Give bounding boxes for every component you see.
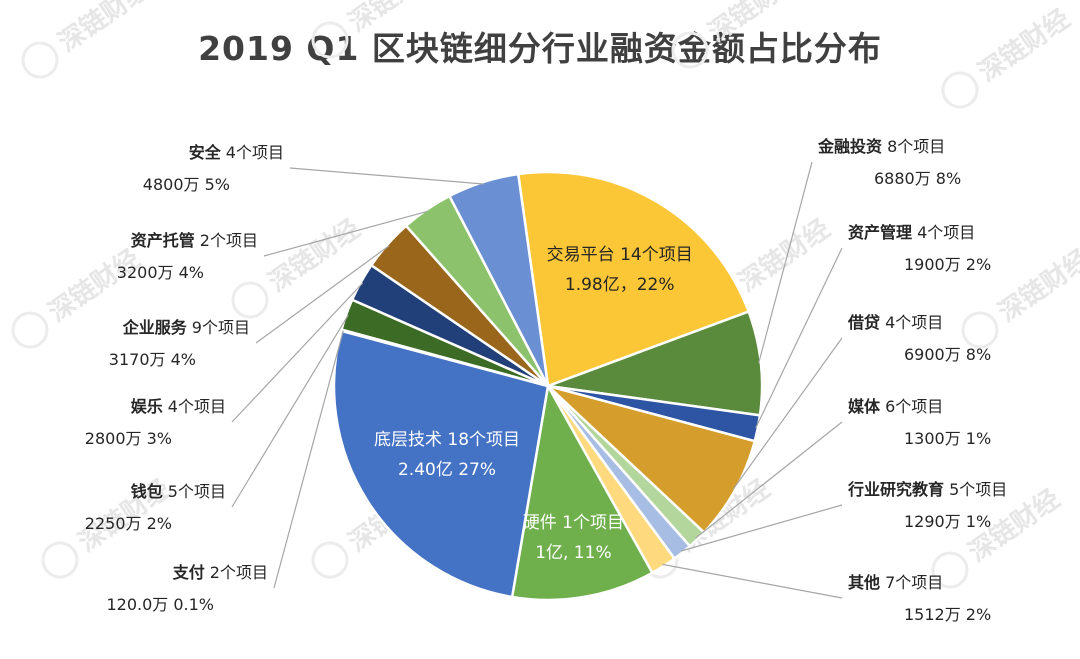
leader-line bbox=[732, 337, 843, 490]
watermark-text: 深链财经 bbox=[343, 0, 446, 38]
watermark-logo-icon bbox=[311, 21, 349, 59]
slice-label-name: 资产托管 2个项目 bbox=[131, 231, 258, 250]
slice-label-name: 交易平台 14个项目 bbox=[547, 245, 693, 265]
slice-label-value: 1290万 1% bbox=[904, 512, 991, 531]
slice-label-value: 2800万 3% bbox=[85, 429, 172, 448]
slice-label-name: 硬件 1个项目 bbox=[523, 513, 624, 533]
slice-label-value: 3200万 4% bbox=[117, 263, 204, 282]
leader-lines bbox=[231, 161, 843, 599]
slice-label-name: 行业研究教育 5个项目 bbox=[847, 480, 1007, 499]
leader-line bbox=[289, 167, 484, 185]
slice-label-name: 其他 7个项目 bbox=[848, 573, 943, 592]
watermark-text: 深链财经 bbox=[263, 213, 366, 298]
slice-label-value: 2250万 2% bbox=[85, 514, 172, 533]
watermark: 深链财经 bbox=[941, 3, 1076, 109]
slice-label-name: 底层技术 18个项目 bbox=[374, 430, 520, 450]
slice-label-value: 1亿, 11% bbox=[535, 543, 611, 563]
slice-label-value: 4800万 5% bbox=[143, 175, 230, 194]
leader-line bbox=[255, 245, 390, 344]
watermark-text: 深链财经 bbox=[733, 213, 836, 298]
slice-label-value: 1512万 2% bbox=[904, 605, 991, 624]
watermark-logo-icon bbox=[311, 541, 349, 579]
slice-label-name: 媒体 6个项目 bbox=[848, 397, 943, 416]
watermark-text: 深链财经 bbox=[43, 243, 146, 328]
watermark: 深链财经 bbox=[311, 0, 446, 59]
watermark-logo-icon bbox=[961, 311, 999, 349]
chart-title: 2019 Q1 区块链细分行业融资金额占比分布 bbox=[198, 29, 882, 68]
leader-line bbox=[273, 330, 344, 589]
pie-slices bbox=[332, 170, 764, 602]
slice-label-value: 1.98亿，22% bbox=[565, 275, 675, 295]
slice-label-value: 1300万 1% bbox=[904, 429, 991, 448]
pie-slice bbox=[447, 172, 550, 387]
leader-line bbox=[231, 314, 349, 508]
leader-line bbox=[662, 563, 843, 599]
pie-slice bbox=[510, 382, 655, 602]
slice-label-name: 娱乐 4个项目 bbox=[131, 397, 226, 416]
watermark-logo-icon bbox=[671, 31, 709, 69]
watermark: 深链财经 bbox=[21, 0, 156, 79]
watermark-logo-icon bbox=[11, 311, 49, 349]
watermark-logo-icon bbox=[941, 71, 979, 109]
slice-labels: 交易平台 14个项目 1.98亿，22% 金融投资 8个项目 6880万 8% 资产管理… bbox=[85, 137, 1008, 624]
slice-label-name: 资产管理 4个项目 bbox=[848, 223, 975, 242]
leader-line bbox=[695, 421, 843, 539]
watermark-text: 深链财经 bbox=[973, 3, 1076, 88]
slice-label-value: 120.0万 0.1% bbox=[106, 595, 214, 614]
slice-label-name: 钱包 5个项目 bbox=[131, 482, 226, 501]
watermark-logo-icon bbox=[41, 541, 79, 579]
slice-label-name: 企业服务 9个项目 bbox=[122, 318, 250, 337]
slice-label-name: 支付 2个项目 bbox=[172, 563, 268, 582]
pie-slice bbox=[332, 329, 550, 599]
watermark: 深链财经 bbox=[231, 213, 366, 319]
slice-label-name: 借贷 4个项目 bbox=[847, 313, 943, 332]
slice-label-value: 6880万 8% bbox=[874, 169, 961, 188]
slice-label-value: 6900万 8% bbox=[904, 345, 991, 364]
leader-line bbox=[263, 210, 429, 257]
slice-label-value: 1900万 2% bbox=[904, 255, 991, 274]
watermark-logo-icon bbox=[931, 551, 969, 589]
slice-label-name: 金融投资 8个项目 bbox=[817, 137, 945, 156]
watermark-text: 深链财经 bbox=[993, 243, 1080, 328]
watermark: 深链财经 bbox=[671, 0, 806, 69]
watermark-text: 深链财经 bbox=[53, 0, 156, 58]
slice-label-value: 3170万 4% bbox=[109, 350, 196, 369]
leader-line bbox=[680, 504, 843, 552]
watermark-text: 深链财经 bbox=[703, 0, 806, 48]
watermark-logo-icon bbox=[231, 281, 269, 319]
leader-line bbox=[231, 282, 364, 423]
leader-line bbox=[755, 247, 843, 429]
leader-line bbox=[758, 161, 813, 364]
slice-label-name: 安全 4个项目 bbox=[189, 143, 284, 162]
watermark-logo-icon bbox=[21, 41, 59, 79]
slice-label-value: 2.40亿 27% bbox=[398, 460, 496, 480]
pie-slice bbox=[547, 309, 764, 417]
